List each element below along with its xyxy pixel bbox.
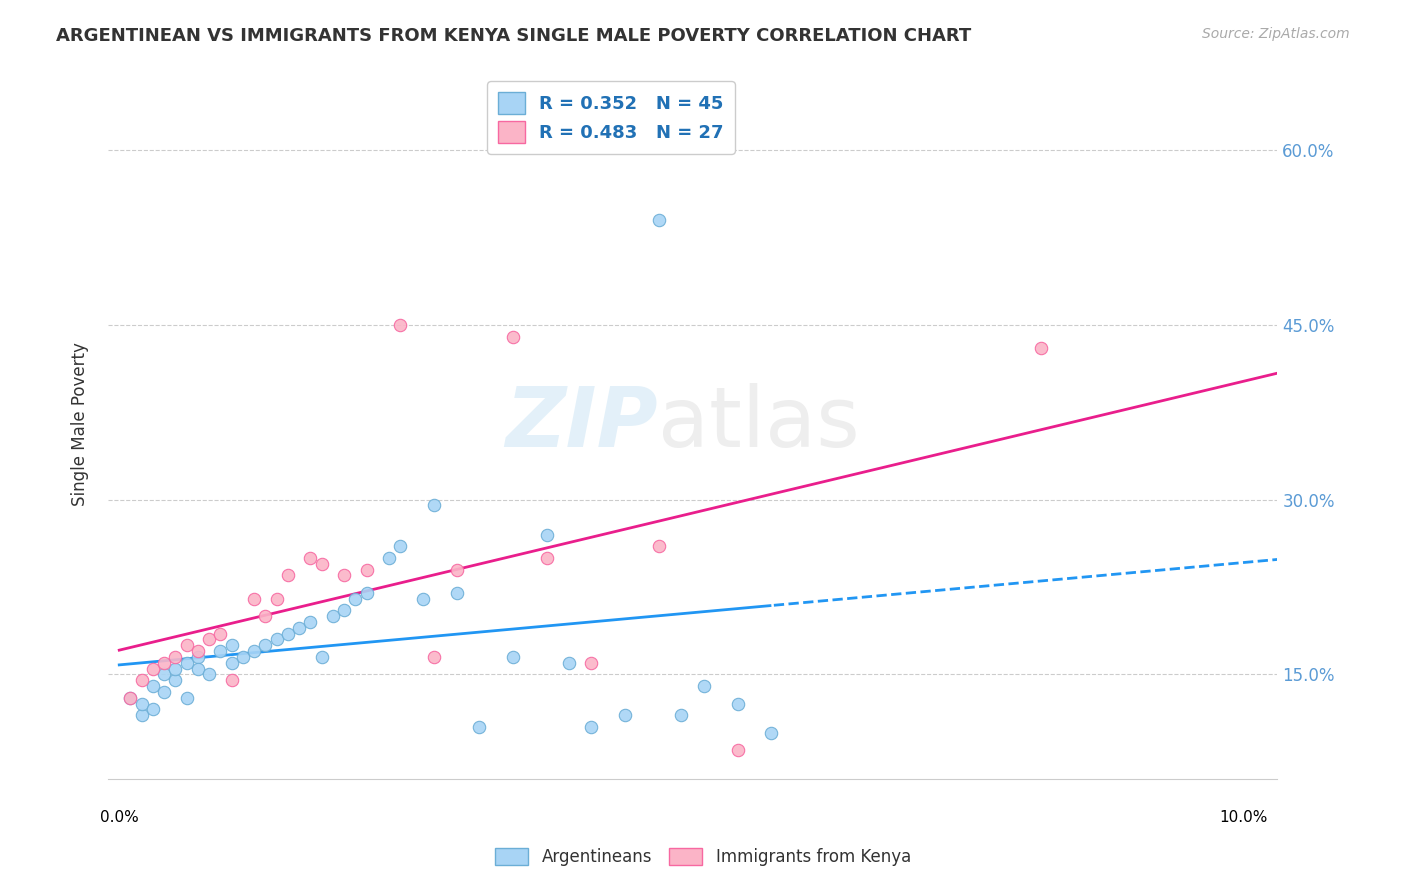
Point: [221, 638, 243, 652]
Point: [187, 649, 209, 664]
Point: [254, 638, 277, 652]
Point: [176, 656, 198, 670]
Point: [423, 649, 446, 664]
Point: [378, 550, 401, 565]
Point: [333, 603, 356, 617]
Point: [131, 708, 153, 723]
Point: [311, 557, 333, 571]
Text: Source: ZipAtlas.com: Source: ZipAtlas.com: [1202, 27, 1350, 41]
Point: [153, 667, 176, 681]
Point: [142, 702, 165, 716]
Point: [502, 649, 524, 664]
Point: [333, 568, 356, 582]
Text: 10.0%: 10.0%: [1219, 810, 1268, 825]
Point: [165, 662, 187, 676]
Point: [288, 621, 311, 635]
Point: [131, 673, 153, 688]
Point: [389, 318, 412, 332]
Point: [131, 697, 153, 711]
Point: [243, 591, 266, 606]
Point: [165, 673, 187, 688]
Point: [243, 644, 266, 658]
Point: [344, 591, 367, 606]
Point: [761, 725, 783, 739]
Point: [322, 609, 344, 624]
Point: [693, 679, 716, 693]
Point: [536, 550, 558, 565]
Point: [648, 539, 671, 553]
Point: [142, 662, 165, 676]
Point: [299, 550, 322, 565]
Point: [187, 662, 209, 676]
Point: [209, 644, 232, 658]
Point: [165, 649, 187, 664]
Point: [614, 708, 637, 723]
Point: [221, 673, 243, 688]
Point: [558, 656, 581, 670]
Point: [176, 690, 198, 705]
Point: [266, 632, 288, 647]
Point: [266, 591, 288, 606]
Point: [648, 213, 671, 227]
Point: [536, 527, 558, 541]
Point: [198, 632, 221, 647]
Point: [299, 615, 322, 629]
Point: [311, 649, 333, 664]
Point: [356, 586, 378, 600]
Legend: Argentineans, Immigrants from Kenya: Argentineans, Immigrants from Kenya: [486, 840, 920, 875]
Point: [356, 562, 378, 576]
Text: 0.0%: 0.0%: [100, 810, 139, 825]
Point: [502, 329, 524, 343]
Point: [153, 685, 176, 699]
Point: [423, 499, 446, 513]
Point: [727, 743, 749, 757]
Point: [198, 667, 221, 681]
Point: [277, 568, 299, 582]
Point: [671, 708, 693, 723]
Legend: R = 0.352   N = 45, R = 0.483   N = 27: R = 0.352 N = 45, R = 0.483 N = 27: [486, 81, 735, 154]
Point: [446, 562, 468, 576]
Point: [727, 697, 749, 711]
Point: [209, 626, 232, 640]
Point: [468, 720, 491, 734]
Point: [581, 656, 603, 670]
Point: [187, 644, 209, 658]
Point: [581, 720, 603, 734]
Point: [142, 679, 165, 693]
Text: atlas: atlas: [658, 384, 859, 465]
Point: [176, 638, 198, 652]
Point: [221, 656, 243, 670]
Point: [254, 609, 277, 624]
Point: [277, 626, 299, 640]
Text: ARGENTINEAN VS IMMIGRANTS FROM KENYA SINGLE MALE POVERTY CORRELATION CHART: ARGENTINEAN VS IMMIGRANTS FROM KENYA SIN…: [56, 27, 972, 45]
Point: [412, 591, 434, 606]
Point: [1031, 341, 1053, 355]
Point: [120, 690, 142, 705]
Text: ZIP: ZIP: [505, 384, 658, 465]
Point: [120, 690, 142, 705]
Point: [446, 586, 468, 600]
Point: [153, 656, 176, 670]
Point: [232, 649, 254, 664]
Point: [389, 539, 412, 553]
Y-axis label: Single Male Poverty: Single Male Poverty: [72, 342, 89, 506]
